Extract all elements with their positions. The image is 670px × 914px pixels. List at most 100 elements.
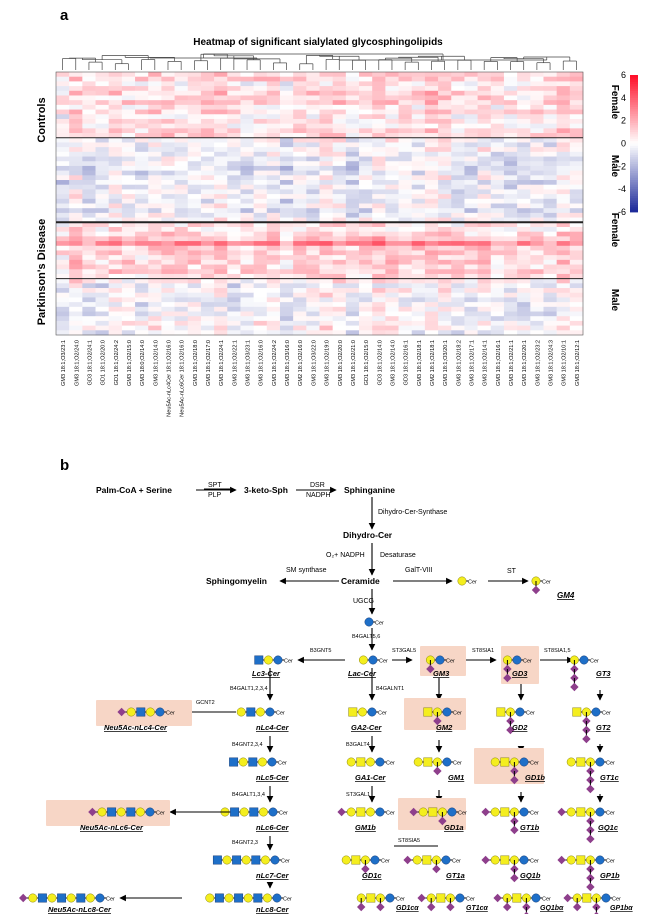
- heatmap-cell: [398, 288, 413, 294]
- heatmap-cell: [200, 170, 215, 176]
- heatmap-cell: [266, 161, 281, 167]
- heatmap-cell: [227, 175, 241, 181]
- heatmap-cell: [385, 175, 399, 181]
- heatmap-cell: [372, 231, 386, 237]
- cer-tag: Cer: [106, 896, 115, 902]
- heatmap-cell: [372, 123, 386, 129]
- heatmap-cell: [279, 222, 294, 228]
- heatmap-cell: [556, 325, 571, 331]
- heatmap-cell: [187, 189, 202, 195]
- heatmap-cell: [108, 109, 123, 115]
- heatmap-cell: [345, 100, 360, 106]
- heatmap-cell: [359, 208, 373, 214]
- heatmap-cell: [398, 100, 413, 106]
- heatmap-cell: [477, 133, 492, 139]
- heatmap-cell: [332, 198, 347, 204]
- heatmap-cell: [279, 95, 294, 101]
- heatmap-cell: [161, 203, 175, 209]
- heatmap-cell: [227, 194, 241, 200]
- heatmap-cell: [108, 241, 123, 247]
- heatmap-cell: [359, 142, 373, 148]
- heatmap-cell: [385, 330, 399, 336]
- heatmap-cell: [56, 123, 70, 129]
- heatmap-cell: [359, 76, 373, 82]
- heatmap-cell: [82, 203, 96, 209]
- heatmap-cell: [108, 231, 123, 237]
- heatmap-cell: [148, 212, 162, 218]
- heatmap-cell: [424, 250, 439, 256]
- glcnac-symbol: [229, 757, 239, 767]
- heatmap-cell: [82, 231, 96, 237]
- heatmap-cell: [490, 259, 505, 265]
- heatmap-cell: [345, 278, 360, 284]
- enzyme-gcnt2: GCNT2: [196, 700, 215, 706]
- column-label: GM3 18:1;O2/24:0: [74, 340, 80, 386]
- heatmap-cell: [227, 278, 241, 284]
- heatmap-cell: [266, 72, 281, 77]
- heatmap-cell: [227, 156, 241, 162]
- heatmap-cell: [372, 288, 386, 294]
- heatmap-cell: [345, 189, 360, 195]
- heatmap-cell: [477, 81, 492, 87]
- heatmap-cell: [69, 330, 83, 336]
- heatmap-cell: [490, 151, 505, 157]
- heatmap-cell: [372, 325, 386, 331]
- heatmap-cell: [174, 231, 189, 237]
- heatmap-cell: [359, 297, 373, 303]
- heatmap-cell: [161, 151, 175, 157]
- heatmap-cell: [503, 123, 518, 129]
- heatmap-cell: [240, 123, 254, 129]
- heatmap-cell: [345, 104, 360, 110]
- heatmap-cell: [451, 72, 465, 77]
- heatmap-cell: [161, 137, 175, 143]
- heatmap-cell: [332, 175, 347, 181]
- heatmap-cell: [187, 302, 202, 308]
- heatmap-cell: [424, 156, 439, 162]
- heatmap-cell: [385, 316, 399, 322]
- heatmap-cell: [345, 156, 360, 162]
- heatmap-cell: [135, 90, 149, 96]
- heatmap-cell: [214, 133, 228, 139]
- heatmap-cell: [174, 189, 189, 195]
- highlight-box: [501, 646, 539, 684]
- heatmap-cell: [161, 180, 175, 186]
- heatmap-cell: [359, 137, 373, 143]
- heatmap-cell: [95, 194, 110, 200]
- heatmap-cell: [464, 81, 478, 87]
- heatmap-cell: [556, 184, 571, 190]
- enzyme-nadph: NADPH: [306, 492, 331, 499]
- heatmap-cell: [306, 269, 320, 275]
- heatmap-cell: [359, 165, 373, 171]
- heatmap-cell: [148, 175, 162, 181]
- heatmap-cell: [187, 231, 202, 237]
- galactose-symbol: [365, 757, 375, 767]
- heatmap-cell: [477, 245, 492, 251]
- heatmap-cell: [543, 142, 557, 148]
- heatmap-cell: [438, 212, 452, 218]
- heatmap-cell: [517, 241, 531, 247]
- heatmap-cell: [82, 217, 96, 223]
- heatmap-cell: [543, 175, 557, 181]
- heatmap-cell: [200, 222, 215, 228]
- heatmap-cell: [503, 165, 518, 171]
- heatmap-cell: [438, 180, 452, 186]
- heatmap-cell: [174, 208, 189, 214]
- column-label: GM3 18:1;O2/12:1: [575, 340, 581, 386]
- heatmap-cell: [69, 231, 83, 237]
- heatmap-cell: [543, 100, 557, 106]
- heatmap-cell: [240, 100, 254, 106]
- node-gq1b: GQ1b: [520, 871, 541, 880]
- heatmap-cell: [411, 231, 426, 237]
- heatmap-cell: [438, 76, 452, 82]
- enzyme-plp: PLP: [208, 492, 222, 499]
- glcnac-symbol: [253, 893, 263, 903]
- heatmap-cell: [490, 217, 505, 223]
- heatmap-cell: [95, 269, 110, 275]
- heatmap-cell: [69, 118, 83, 124]
- heatmap-cell: [464, 100, 478, 106]
- heatmap-cell: [200, 165, 215, 171]
- heatmap-cell: [464, 278, 478, 284]
- heatmap-cell: [332, 161, 347, 167]
- heatmap-cell: [517, 147, 531, 153]
- heatmap-cell: [174, 104, 189, 110]
